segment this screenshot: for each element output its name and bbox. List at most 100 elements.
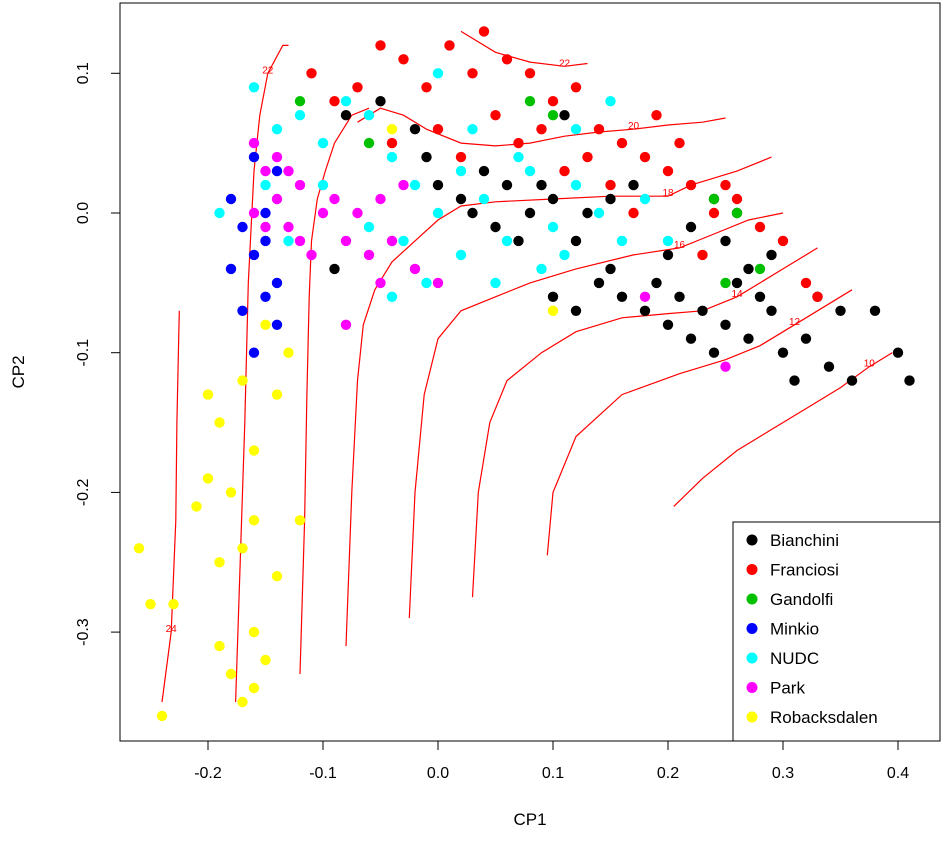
- data-point: [352, 207, 363, 219]
- data-point: [823, 361, 835, 372]
- data-point: [547, 291, 559, 302]
- data-point: [616, 235, 628, 247]
- x-tick-label: 0.0: [427, 765, 449, 782]
- data-point: [156, 710, 168, 722]
- contour-lines: 24 22 18 16 14 12 10 20 22: [161, 30, 893, 703]
- legend-marker: [746, 623, 758, 634]
- data-point: [294, 235, 306, 247]
- data-point: [306, 68, 317, 79]
- data-point: [593, 277, 605, 289]
- data-point: [513, 151, 524, 163]
- contour-line: [471, 247, 818, 598]
- data-point: [294, 179, 306, 191]
- data-point: [386, 291, 398, 302]
- legend-label: NUDC: [770, 649, 819, 668]
- data-point: [260, 207, 271, 219]
- x-tick-label: -0.1: [309, 765, 337, 782]
- contour-line: [345, 156, 772, 647]
- data-point: [490, 110, 501, 121]
- data-point: [708, 347, 720, 358]
- data-point: [662, 249, 674, 261]
- data-point: [409, 263, 421, 275]
- x-tick-label: 0.3: [772, 765, 794, 782]
- legend-label: Gandolfi: [770, 590, 833, 609]
- data-point: [375, 277, 386, 289]
- data-point: [363, 137, 375, 149]
- data-point: [777, 235, 789, 247]
- contour-line: [673, 352, 893, 507]
- data-point: [570, 305, 582, 316]
- data-point: [570, 124, 582, 135]
- contour-label: 20: [628, 121, 640, 132]
- data-point: [271, 124, 283, 135]
- data-point: [421, 151, 432, 163]
- data-point: [490, 221, 501, 233]
- data-point: [662, 165, 674, 177]
- data-point: [225, 263, 237, 275]
- data-point: [214, 557, 225, 568]
- data-point: [754, 291, 766, 302]
- data-point: [616, 137, 628, 149]
- data-point: [191, 501, 202, 512]
- data-point: [766, 249, 777, 261]
- data-point: [789, 375, 800, 386]
- data-point: [283, 235, 294, 247]
- contour-label: 14: [731, 289, 743, 300]
- data-point: [432, 277, 444, 289]
- data-point: [271, 571, 283, 582]
- data-point: [720, 277, 731, 289]
- data-point: [593, 207, 605, 219]
- data-point: [432, 68, 444, 79]
- data-point: [294, 515, 306, 526]
- data-point: [237, 221, 248, 233]
- data-point: [559, 249, 570, 261]
- data-point: [248, 82, 260, 93]
- data-point: [329, 263, 340, 275]
- data-point: [271, 193, 283, 205]
- data-point: [685, 221, 697, 233]
- contour-label: 16: [674, 240, 686, 251]
- data-point: [455, 151, 467, 163]
- data-point: [283, 347, 294, 358]
- data-point: [168, 599, 179, 610]
- data-point: [720, 361, 731, 372]
- data-point: [547, 96, 559, 107]
- data-points: [133, 26, 915, 722]
- data-point: [421, 82, 432, 93]
- y-tick-label: -0.2: [75, 479, 92, 507]
- data-point: [340, 110, 352, 121]
- x-tick-label: 0.2: [657, 765, 679, 782]
- data-point: [237, 543, 248, 554]
- data-point: [432, 124, 444, 135]
- data-point: [444, 40, 455, 51]
- data-point: [271, 277, 283, 289]
- data-point: [605, 179, 616, 191]
- contour-line: [408, 212, 784, 619]
- data-point: [478, 193, 490, 205]
- data-point: [501, 54, 513, 65]
- data-point: [812, 291, 823, 302]
- contour-line: [546, 289, 853, 556]
- data-point: [248, 137, 260, 149]
- legend-label: Minkio: [770, 620, 819, 639]
- data-point: [697, 249, 708, 261]
- data-point: [317, 137, 329, 149]
- contour-line: [357, 107, 726, 147]
- data-point: [478, 165, 490, 177]
- data-point: [731, 207, 743, 219]
- data-point: [329, 96, 340, 107]
- data-point: [639, 193, 651, 205]
- legend-marker: [746, 711, 758, 723]
- data-point: [697, 305, 708, 316]
- data-point: [754, 263, 766, 275]
- data-point: [559, 165, 570, 177]
- data-point: [432, 179, 444, 191]
- contour-label: 22: [559, 58, 571, 69]
- data-point: [225, 668, 237, 680]
- data-point: [214, 207, 225, 219]
- legend: Bianchini Franciosi Gandolfi Minkio NUDC Park…: [732, 521, 941, 742]
- data-point: [731, 277, 743, 289]
- contour-line: [299, 107, 370, 675]
- data-point: [294, 96, 306, 107]
